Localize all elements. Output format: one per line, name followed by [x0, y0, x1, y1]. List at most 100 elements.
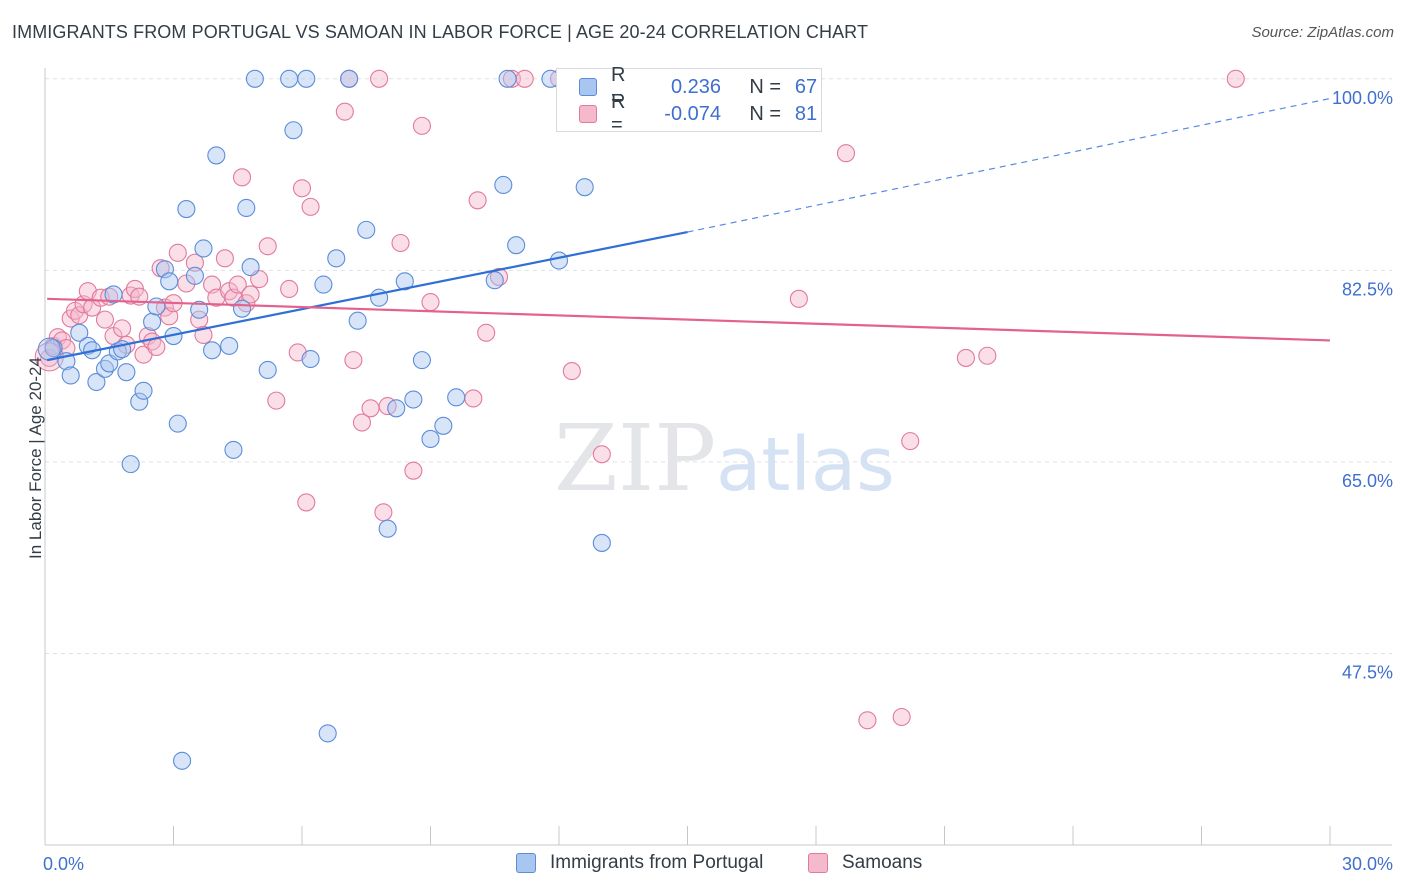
- portugal-point: [549, 251, 569, 270]
- portugal-point: [130, 392, 149, 411]
- series-label-portugal: Immigrants from Portugal: [550, 852, 764, 873]
- legend-row-portugal: R = 0.236 N = 67: [579, 64, 831, 109]
- samoans-point: [515, 69, 534, 88]
- legend-n-value: 81: [794, 102, 818, 125]
- grid-lines: [45, 78, 1392, 654]
- watermark-zip: ZIP: [554, 405, 716, 512]
- samoans-point: [978, 346, 997, 365]
- portugal-point: [592, 533, 611, 552]
- portugal-point: [104, 285, 123, 304]
- legend-swatch-samoans: [579, 105, 597, 123]
- portugal-point: [168, 414, 187, 433]
- samoans-point: [168, 243, 187, 262]
- portugal-point: [447, 388, 466, 407]
- samoans-point: [391, 233, 410, 253]
- portugal-trend-line: [46, 230, 688, 362]
- samoans-point: [232, 168, 252, 187]
- samoans-point: [258, 237, 277, 256]
- portugal-point: [224, 440, 243, 459]
- samoans-point: [352, 413, 372, 432]
- samoans-trend-line: [47, 297, 1331, 342]
- portugal-point: [280, 69, 299, 88]
- portugal-point: [340, 69, 359, 88]
- legend-n-label: N =: [749, 75, 781, 98]
- y-axis-label: In Labor Force | Age 20-24: [26, 357, 45, 559]
- portugal-point: [220, 336, 239, 355]
- series-label-samoans: Samoans: [842, 852, 923, 873]
- portugal-point: [421, 429, 440, 448]
- portugal-point: [173, 751, 192, 770]
- portugal-point: [117, 363, 136, 382]
- samoans-points: [34, 69, 1245, 730]
- legend-n-label: N =: [749, 102, 781, 125]
- series-legend-samoans: Samoans: [808, 852, 922, 874]
- axes: [44, 68, 1392, 846]
- portugal-point: [297, 69, 316, 88]
- samoans-point: [502, 69, 521, 88]
- samoans-point: [956, 348, 975, 367]
- samoans-point: [280, 279, 299, 299]
- portugal-point: [203, 341, 222, 360]
- portugal-point: [318, 724, 337, 743]
- portugal-point: [498, 69, 517, 88]
- legend-n-value: 67: [794, 75, 818, 98]
- y-tick-label: 65.0%: [1342, 471, 1393, 491]
- portugal-point: [301, 349, 320, 369]
- samoans-point: [297, 493, 316, 512]
- samoans-point: [344, 351, 363, 370]
- stats-legend: R = 0.236 N = 67 R = -0.074 N = 81: [556, 64, 822, 136]
- portugal-point: [575, 178, 594, 197]
- portugal-points: [37, 69, 633, 770]
- portugal-point: [155, 260, 174, 279]
- watermark-atlas: atlas: [716, 422, 895, 508]
- portugal-point: [314, 275, 333, 294]
- portugal-point: [147, 297, 166, 316]
- portugal-point: [258, 360, 277, 380]
- legend-swatch-portugal: [579, 78, 597, 96]
- samoans-point: [241, 285, 260, 304]
- samoans-point: [404, 461, 423, 480]
- portugal-point: [185, 266, 204, 285]
- x-tick-label: 0.0%: [43, 854, 84, 874]
- samoans-point: [301, 197, 320, 216]
- samoans-point: [421, 293, 440, 312]
- samoans-point: [370, 69, 389, 88]
- samoans-point: [901, 432, 920, 451]
- legend-r-value: -0.074: [664, 102, 721, 125]
- portugal-point: [387, 399, 406, 418]
- portugal-point: [494, 175, 513, 195]
- series-legend-portugal: Immigrants from Portugal: [516, 852, 763, 874]
- samoans-point: [335, 102, 354, 121]
- portugal-point: [207, 146, 226, 165]
- y-tick-label: 82.5%: [1342, 279, 1393, 299]
- samoans-point: [468, 191, 487, 210]
- samoans-point: [267, 391, 286, 410]
- portugal-point: [412, 351, 431, 370]
- y-tick-label: 47.5%: [1342, 663, 1393, 683]
- source-credit: Source: ZipAtlas.com: [1251, 24, 1394, 41]
- portugal-point: [177, 200, 196, 219]
- portugal-point: [44, 339, 63, 358]
- portugal-point: [348, 311, 367, 330]
- tick-labels: 100.0% 82.5% 65.0% 47.5% 0.0% 30.0%: [43, 88, 1393, 874]
- portugal-point: [404, 390, 423, 409]
- portugal-point: [241, 258, 260, 277]
- trend-lines: [46, 97, 1331, 362]
- samoans-point: [477, 323, 496, 342]
- portugal-point: [357, 220, 376, 239]
- legend-r-label: R =: [611, 64, 626, 109]
- samoans-point: [147, 337, 166, 357]
- portugal-point: [395, 272, 414, 291]
- samoans-point: [836, 144, 856, 163]
- samoans-point: [361, 399, 380, 418]
- portugal-point: [507, 236, 526, 255]
- portugal-point: [232, 299, 252, 318]
- legend-r-value: 0.236: [670, 75, 721, 98]
- legend-row-samoans: R = -0.074 N = 81: [579, 91, 831, 136]
- samoans-point: [292, 179, 312, 198]
- samoans-point: [185, 253, 204, 272]
- samoans-point: [592, 445, 611, 464]
- samoans-point: [374, 503, 393, 522]
- x-tick-label: 30.0%: [1342, 854, 1393, 874]
